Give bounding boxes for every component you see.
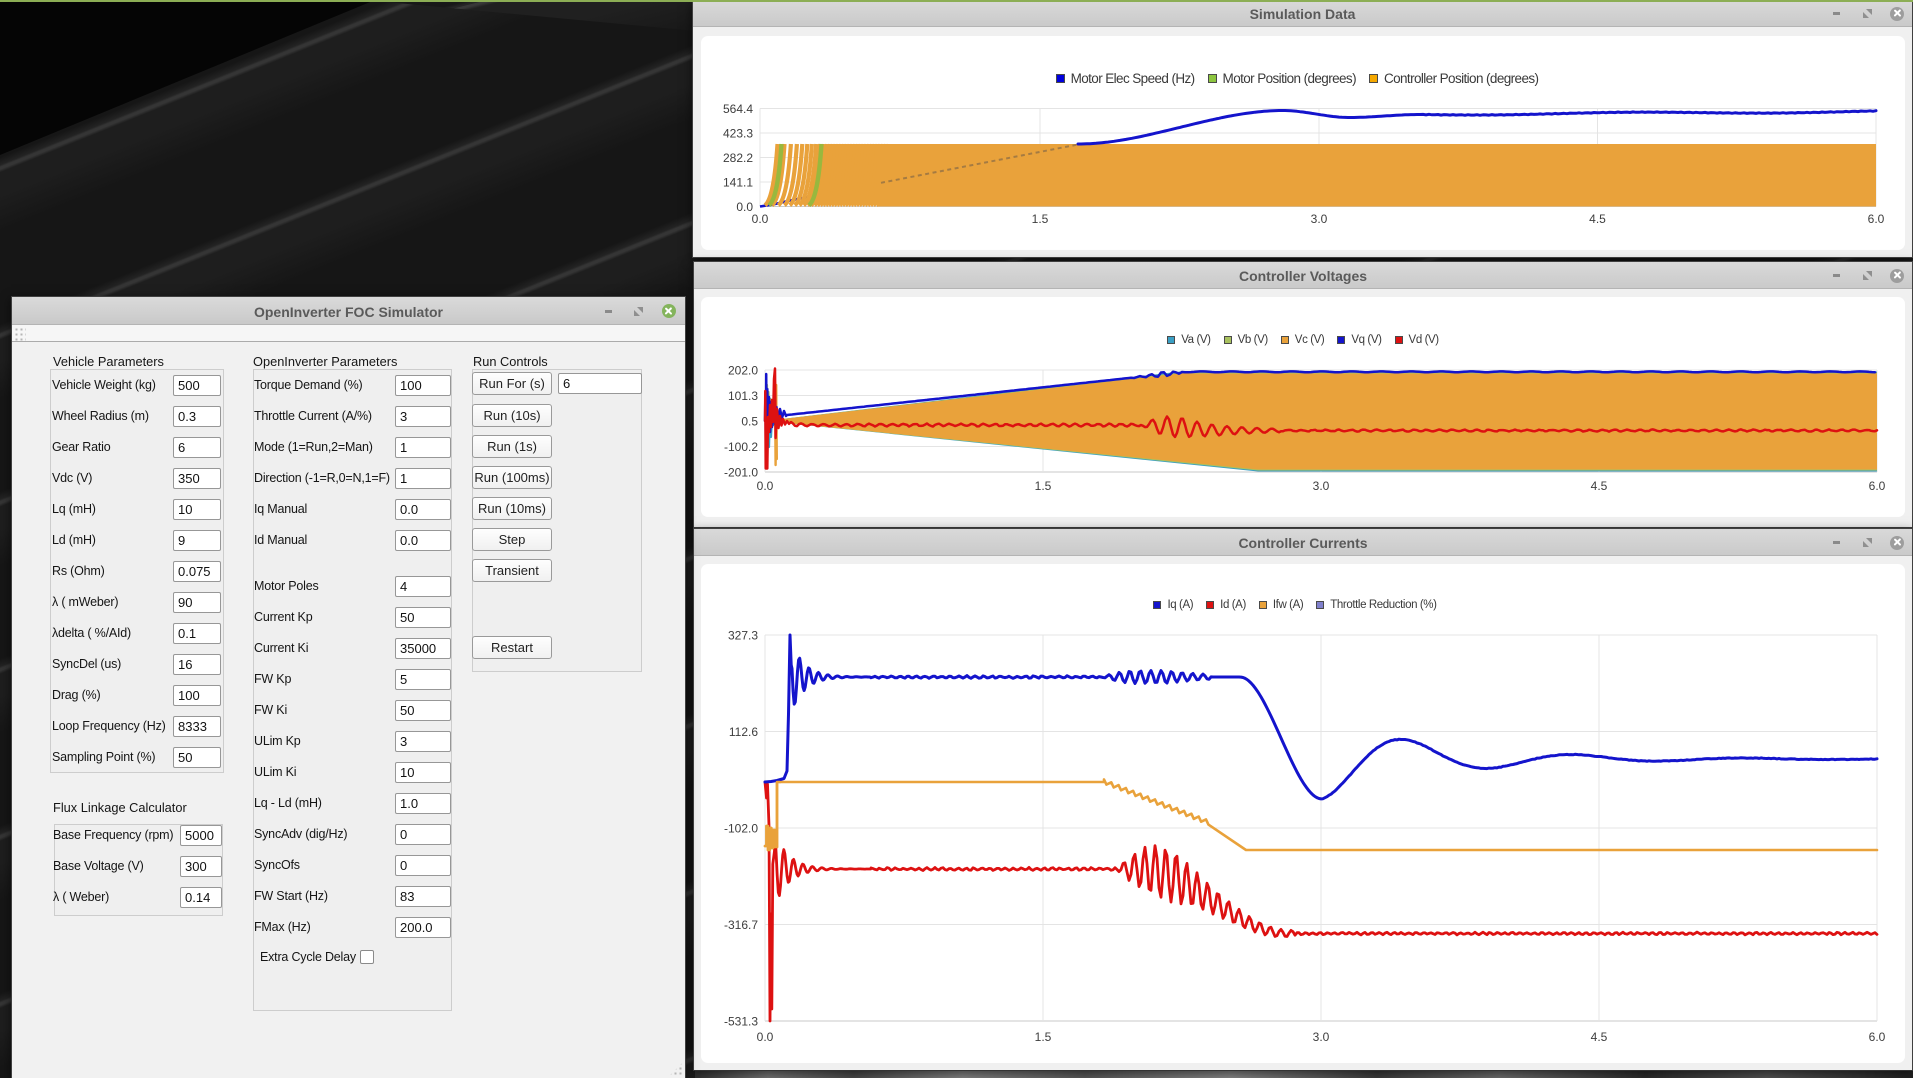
svg-text:-102.0: -102.0 [724,821,758,835]
svg-text:-100.2: -100.2 [724,440,758,454]
svg-text:1.5: 1.5 [1032,212,1049,226]
svg-text:-531.3: -531.3 [724,1014,758,1028]
svg-text:-201.0: -201.0 [724,465,758,479]
svg-text:3.0: 3.0 [1311,212,1328,226]
svg-text:0.0: 0.0 [757,479,774,493]
svg-text:423.3: 423.3 [723,126,753,140]
svg-text:0.5: 0.5 [741,414,758,428]
svg-text:0.0: 0.0 [757,1030,774,1044]
svg-text:564.4: 564.4 [723,102,753,116]
svg-text:6.0: 6.0 [1869,1030,1886,1044]
svg-text:3.0: 3.0 [1313,479,1330,493]
svg-text:4.5: 4.5 [1589,212,1606,226]
svg-text:1.5: 1.5 [1035,1030,1052,1044]
svg-text:141.1: 141.1 [723,175,753,189]
svg-text:6.0: 6.0 [1868,212,1885,226]
svg-text:327.3: 327.3 [728,628,758,642]
svg-text:282.2: 282.2 [723,151,753,165]
svg-text:101.3: 101.3 [728,389,758,403]
svg-text:-316.7: -316.7 [724,918,758,932]
svg-text:0.0: 0.0 [736,200,753,214]
svg-text:202.0: 202.0 [728,363,758,377]
svg-text:0.0: 0.0 [752,212,769,226]
svg-text:4.5: 4.5 [1591,1030,1608,1044]
svg-text:6.0: 6.0 [1869,479,1886,493]
svg-text:3.0: 3.0 [1313,1030,1330,1044]
svg-text:112.6: 112.6 [729,725,758,739]
svg-text:4.5: 4.5 [1591,479,1608,493]
svg-text:1.5: 1.5 [1035,479,1052,493]
